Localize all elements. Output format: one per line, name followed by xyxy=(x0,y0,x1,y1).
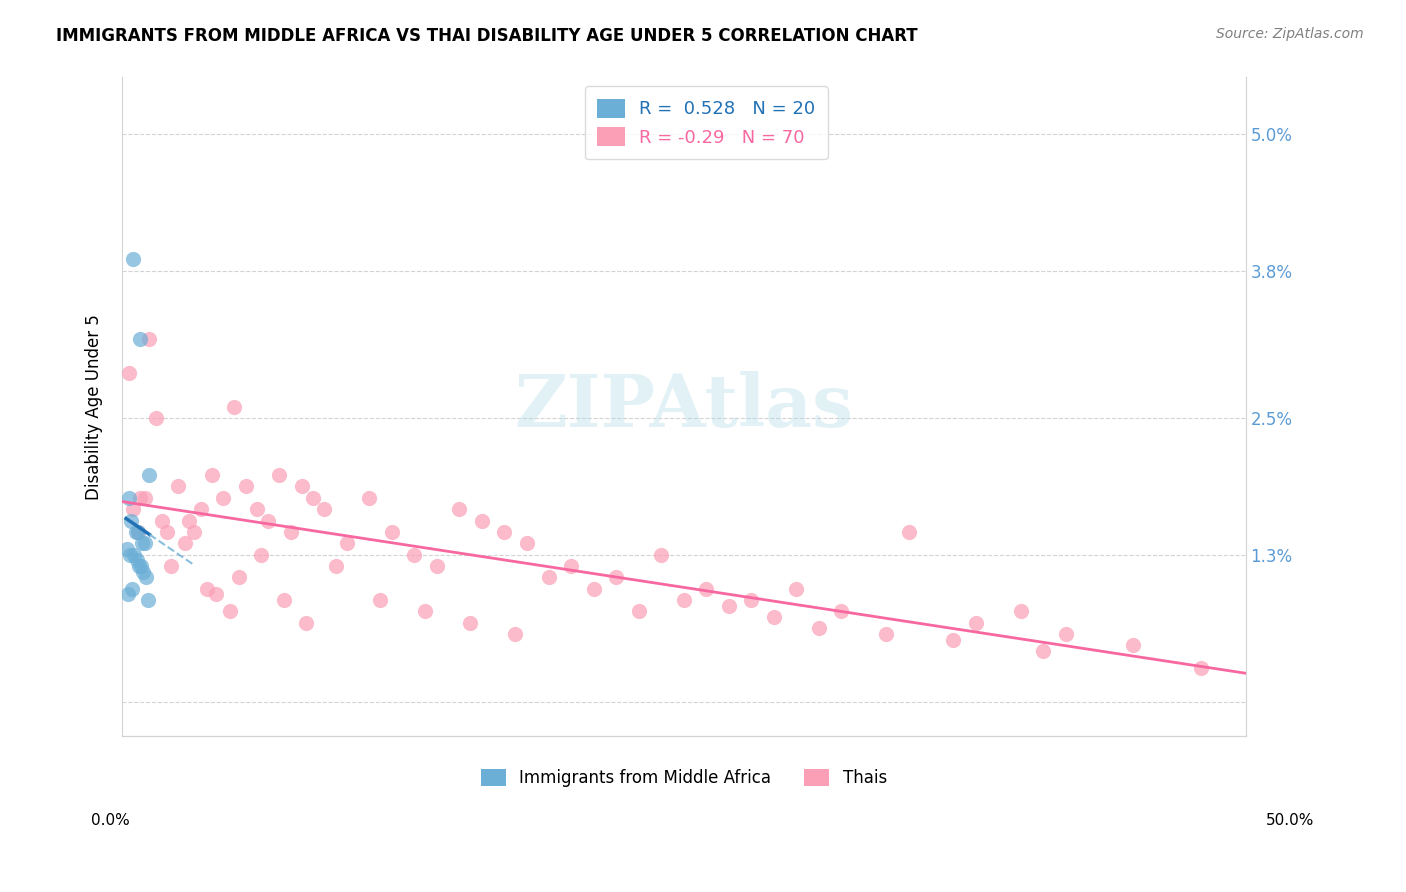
Point xyxy=(128,558,150,573)
Point xyxy=(269,468,291,483)
Point xyxy=(224,400,246,414)
Point xyxy=(785,582,807,596)
Text: Source: ZipAtlas.com: Source: ZipAtlas.com xyxy=(1216,27,1364,41)
Point xyxy=(875,627,897,641)
Point xyxy=(257,514,280,528)
Point xyxy=(1122,639,1144,653)
Point xyxy=(117,587,139,601)
Point xyxy=(273,593,295,607)
Point xyxy=(174,536,197,550)
Point xyxy=(314,502,336,516)
Point xyxy=(695,582,717,596)
Point xyxy=(250,548,273,562)
Point xyxy=(167,479,190,493)
Point xyxy=(201,468,224,483)
Point xyxy=(291,479,314,493)
Point xyxy=(135,570,157,584)
Point xyxy=(134,536,156,550)
Point xyxy=(129,491,152,505)
Point xyxy=(404,548,426,562)
Point xyxy=(897,524,920,539)
Point xyxy=(228,570,250,584)
Point xyxy=(280,524,302,539)
Point xyxy=(156,524,179,539)
Point xyxy=(122,502,145,516)
Point xyxy=(359,491,381,505)
Point xyxy=(118,366,141,380)
Point xyxy=(125,553,148,567)
Point xyxy=(627,604,650,618)
Point xyxy=(672,593,695,607)
Point xyxy=(381,524,404,539)
Point xyxy=(197,582,219,596)
Point xyxy=(942,632,965,647)
Point xyxy=(807,622,830,636)
Point xyxy=(124,524,146,539)
Point xyxy=(145,411,167,425)
Point xyxy=(129,332,152,346)
Point xyxy=(537,570,560,584)
Y-axis label: Disability Age Under 5: Disability Age Under 5 xyxy=(86,314,103,500)
Point xyxy=(1054,627,1077,641)
Point xyxy=(426,558,449,573)
Point xyxy=(127,524,149,539)
Point xyxy=(190,502,212,516)
Point xyxy=(965,615,987,630)
Text: ZIPAtlas: ZIPAtlas xyxy=(515,371,853,442)
Point xyxy=(415,604,437,618)
Point xyxy=(471,514,494,528)
Point xyxy=(302,491,325,505)
Point xyxy=(235,479,257,493)
Point xyxy=(134,491,156,505)
Text: IMMIGRANTS FROM MIDDLE AFRICA VS THAI DISABILITY AGE UNDER 5 CORRELATION CHART: IMMIGRANTS FROM MIDDLE AFRICA VS THAI DI… xyxy=(56,27,918,45)
Point xyxy=(762,610,785,624)
Point xyxy=(127,524,149,539)
Point xyxy=(129,558,152,573)
Point xyxy=(650,548,672,562)
Point xyxy=(121,582,143,596)
Point xyxy=(717,599,740,613)
Point xyxy=(582,582,605,596)
Point xyxy=(115,541,138,556)
Point xyxy=(830,604,852,618)
Point xyxy=(138,332,160,346)
Point xyxy=(449,502,471,516)
Point xyxy=(120,514,142,528)
Point xyxy=(136,593,159,607)
Point xyxy=(246,502,269,516)
Point xyxy=(152,514,174,528)
Point xyxy=(336,536,359,550)
Point xyxy=(295,615,318,630)
Text: 50.0%: 50.0% xyxy=(1267,814,1315,828)
Point xyxy=(494,524,516,539)
Point xyxy=(124,548,146,562)
Point xyxy=(560,558,582,573)
Point xyxy=(1032,644,1054,658)
Point xyxy=(370,593,392,607)
Point xyxy=(179,514,201,528)
Point xyxy=(503,627,526,641)
Point xyxy=(132,565,155,579)
Point xyxy=(118,548,141,562)
Point xyxy=(131,536,153,550)
Point xyxy=(460,615,482,630)
Point xyxy=(183,524,205,539)
Text: 0.0%: 0.0% xyxy=(91,814,131,828)
Point xyxy=(205,587,228,601)
Point xyxy=(118,491,141,505)
Point xyxy=(1189,661,1212,675)
Point xyxy=(325,558,347,573)
Point xyxy=(605,570,627,584)
Point xyxy=(122,252,145,267)
Point xyxy=(138,468,160,483)
Point xyxy=(740,593,762,607)
Legend: Immigrants from Middle Africa, Thais: Immigrants from Middle Africa, Thais xyxy=(474,763,894,794)
Point xyxy=(160,558,183,573)
Point xyxy=(515,536,537,550)
Point xyxy=(212,491,235,505)
Point xyxy=(219,604,242,618)
Point xyxy=(1010,604,1032,618)
